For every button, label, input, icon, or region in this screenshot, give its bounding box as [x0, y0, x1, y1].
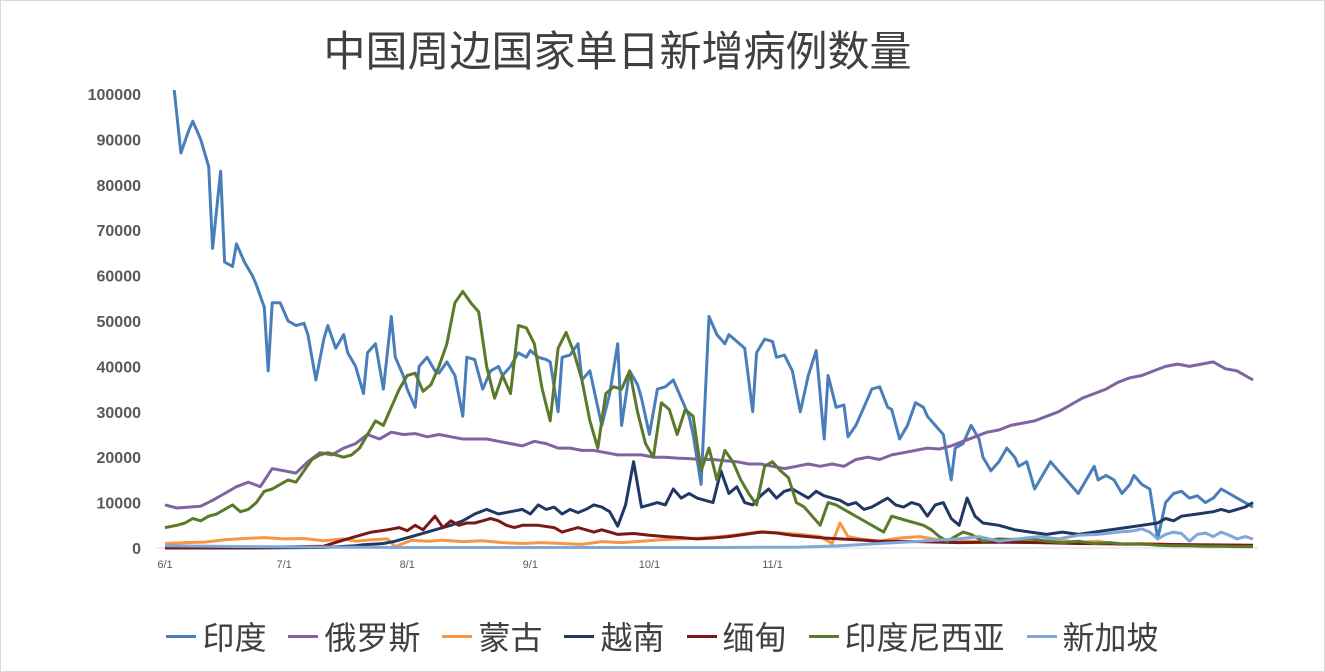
chart-title: 中国周边国家单日新增病例数量 [323, 27, 912, 76]
y-tick-label: 10000 [97, 496, 142, 513]
legend-item: 印度尼西亚 [808, 613, 1005, 659]
y-tick-label: 70000 [97, 223, 142, 240]
legend-item: 新加坡 [1026, 613, 1159, 659]
legend-item: 缅甸 [686, 613, 787, 659]
y-tick-label: 50000 [97, 314, 142, 331]
legend: 印度 俄罗斯 蒙古 越南 缅甸 印度尼西亚 新加坡 [0, 612, 1325, 660]
series-line-4 [165, 460, 1254, 550]
y-tick-label: 20000 [97, 450, 142, 467]
legend-swatch [564, 634, 595, 638]
legend-swatch [166, 634, 197, 638]
legend-item: 蒙古 [442, 613, 542, 659]
x-tick-label: 11/1 [762, 559, 783, 571]
series-line-7 [164, 527, 1254, 549]
x-tick-label: 8/1 [400, 559, 415, 571]
series-line-6 [164, 290, 1253, 549]
legend-item: 越南 [564, 613, 665, 659]
series-line-2 [164, 360, 1254, 510]
legend-label: 新加坡 [1062, 619, 1159, 657]
series-group [164, 90, 1254, 550]
y-tick-label: 0 [132, 541, 141, 558]
y-tick-label: 80000 [97, 178, 142, 195]
legend-item: 印度 [166, 613, 266, 659]
y-tick-label: 30000 [97, 405, 142, 422]
y-tick-label: 40000 [97, 359, 142, 376]
legend-swatch [442, 634, 473, 638]
legend-item: 俄罗斯 [288, 613, 420, 659]
x-tick-label: 7/1 [276, 559, 291, 571]
x-axis: 6/1 7/1 8/1 9/1 10/1 11/1 [157, 559, 782, 571]
legend-label: 缅甸 [722, 619, 787, 657]
y-axis: 0 10000 20000 30000 40000 50000 60000 70000 8000… [88, 87, 141, 558]
legend-swatch [808, 634, 839, 638]
legend-label: 蒙古 [478, 619, 543, 657]
legend-label: 越南 [600, 619, 665, 657]
x-tick-label: 9/1 [523, 559, 538, 571]
legend-swatch [686, 634, 717, 638]
x-tick-label: 10/1 [639, 559, 660, 571]
y-tick-label: 100000 [88, 87, 141, 104]
y-tick-label: 90000 [97, 132, 142, 149]
legend-label: 俄罗斯 [324, 619, 421, 657]
legend-swatch [1026, 634, 1057, 638]
legend-label: 印度尼西亚 [844, 619, 1005, 657]
legend-swatch [288, 634, 319, 638]
series-line-1 [172, 90, 1254, 541]
y-tick-label: 60000 [97, 269, 142, 286]
legend-label: 印度 [202, 619, 267, 657]
series-line-5 [164, 514, 1254, 550]
x-tick-label: 6/1 [157, 559, 172, 571]
